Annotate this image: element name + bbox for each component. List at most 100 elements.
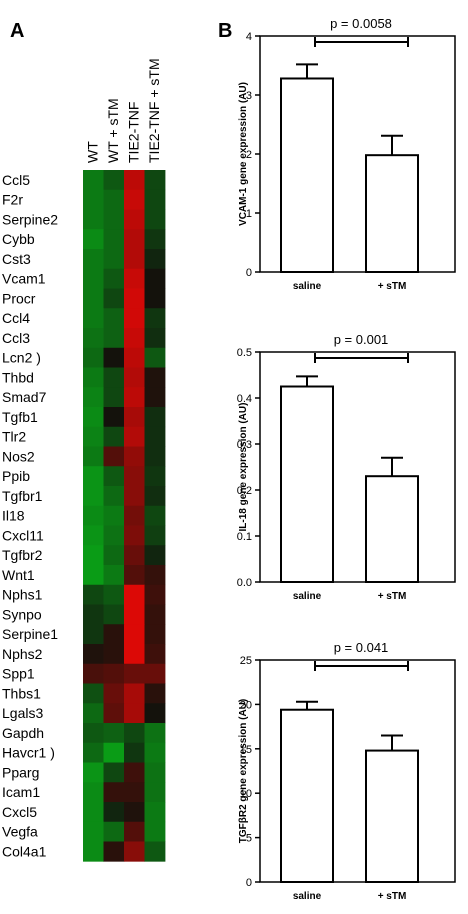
heatmap-cell: [124, 486, 145, 507]
heatmap-cell: [83, 565, 104, 586]
heatmap-cell: [103, 268, 125, 289]
heatmap-cell: [124, 189, 145, 210]
bar: [280, 77, 334, 274]
heatmap-cell: [103, 802, 125, 823]
heatmap-cell: [144, 486, 166, 507]
heatmap-cell: [124, 604, 145, 625]
heatmap-cell: [103, 742, 125, 763]
heatmap-cell: [103, 367, 125, 388]
heatmap-cell: [124, 762, 145, 783]
heatmap-cell: [103, 663, 125, 684]
heatmap-cell: [144, 170, 166, 191]
heatmap-row-label: Thbs1: [2, 685, 41, 701]
heatmap-cell: [124, 565, 145, 586]
x-category-label: + sTM: [378, 891, 407, 902]
bar-chart: 0.0 0.1 0.2 0.3 0.4 0.5 IL-18 gene expression …: [237, 332, 456, 602]
heatmap-row-label: F2r: [2, 192, 23, 208]
heatmap-cell: [124, 249, 145, 270]
heatmap-cell: [124, 742, 145, 763]
heatmap-row-label: Gapdh: [2, 725, 44, 741]
heatmap-cell: [124, 229, 145, 250]
bar: [365, 154, 419, 273]
heatmap-cell: [144, 841, 166, 862]
heatmap-row-label: Tgfb1: [2, 409, 38, 425]
heatmap-cell: [144, 604, 166, 625]
heatmap-cell: [124, 328, 145, 349]
heatmap-cell: [144, 367, 166, 388]
chart-frame: [259, 659, 456, 883]
heatmap-cell: [103, 525, 125, 546]
heatmap-cell: [103, 466, 125, 487]
heatmap-cell: [103, 229, 125, 250]
heatmap-cell: [144, 802, 166, 823]
heatmap-cell: [83, 249, 104, 270]
p-value-annotation: p = 0.041: [334, 640, 389, 655]
p-value-annotation: p = 0.0058: [330, 16, 392, 31]
heatmap-cell: [124, 288, 145, 309]
heatmap-cell: [83, 268, 104, 289]
heatmap-cell: [103, 703, 125, 724]
heatmap-cell: [83, 407, 104, 428]
heatmap-cell: [83, 604, 104, 625]
heatmap-cell: [103, 841, 125, 862]
heatmap-cell: [124, 505, 145, 526]
heatmap-cell: [144, 505, 166, 526]
heatmap-cell: [83, 170, 104, 191]
heatmap-cell: [144, 742, 166, 763]
heatmap-cell: [144, 209, 166, 230]
heatmap-cell: [83, 624, 104, 645]
heatmap-cell: [144, 466, 166, 487]
y-axis-label: VCAM-1 gene expression (AU): [238, 82, 249, 226]
heatmap-cell: [83, 505, 104, 526]
heatmap-cell: [83, 762, 104, 783]
heatmap-cell: [83, 209, 104, 230]
heatmap-column-label: TIE2-TNF + sTM: [146, 58, 162, 163]
bar: [365, 475, 419, 584]
heatmap-cell: [124, 170, 145, 191]
heatmap-cell: [144, 189, 166, 210]
heatmap-cell: [83, 545, 104, 566]
heatmap-row-label: Synpo: [2, 606, 42, 622]
heatmap-cell: [103, 189, 125, 210]
heatmap-cell: [103, 249, 125, 270]
heatmap-row-label: Tlr2: [2, 429, 26, 445]
heatmap-cell: [124, 209, 145, 230]
heatmap-cell: [144, 268, 166, 289]
heatmap-cell: [103, 545, 125, 566]
heatmap-cell: [83, 683, 104, 704]
heatmap-cell: [144, 782, 166, 803]
x-category-label: saline: [293, 591, 322, 602]
heatmap-cell: [83, 841, 104, 862]
heatmap-cell: [83, 821, 104, 842]
heatmap-column-label: TIE2-TNF: [125, 102, 141, 163]
heatmap-cell: [103, 644, 125, 665]
heatmap-cell: [103, 723, 125, 744]
heatmap-cell: [124, 624, 145, 645]
heatmap-cell: [103, 604, 125, 625]
heatmap-cell: [124, 308, 145, 329]
heatmap-row-label: Cst3: [2, 251, 31, 267]
heatmap-cell: [124, 347, 145, 368]
heatmap-column-label: WT: [84, 141, 100, 163]
heatmap-cell: [124, 426, 145, 447]
heatmap-cell: [103, 762, 125, 783]
heatmap-cell: [103, 446, 125, 467]
heatmap-row-label: Havcr1 ): [2, 745, 55, 761]
heatmap-cell: [103, 328, 125, 349]
heatmap-cell: [83, 347, 104, 368]
heatmap-cell: [83, 446, 104, 467]
heatmap-cell: [124, 663, 145, 684]
heatmap-cell: [124, 584, 145, 605]
x-category-label: saline: [293, 891, 322, 902]
heatmap-cell: [103, 426, 125, 447]
y-tick-label: 0.3: [237, 439, 252, 451]
heatmap-cell: [144, 347, 166, 368]
heatmap-row-label: Spp1: [2, 666, 35, 682]
heatmap-cell: [124, 387, 145, 408]
heatmap-cell: [83, 486, 104, 507]
heatmap-cell: [83, 802, 104, 823]
heatmap-row-label: Ccl4: [2, 310, 30, 326]
heatmap-cell: [124, 407, 145, 428]
